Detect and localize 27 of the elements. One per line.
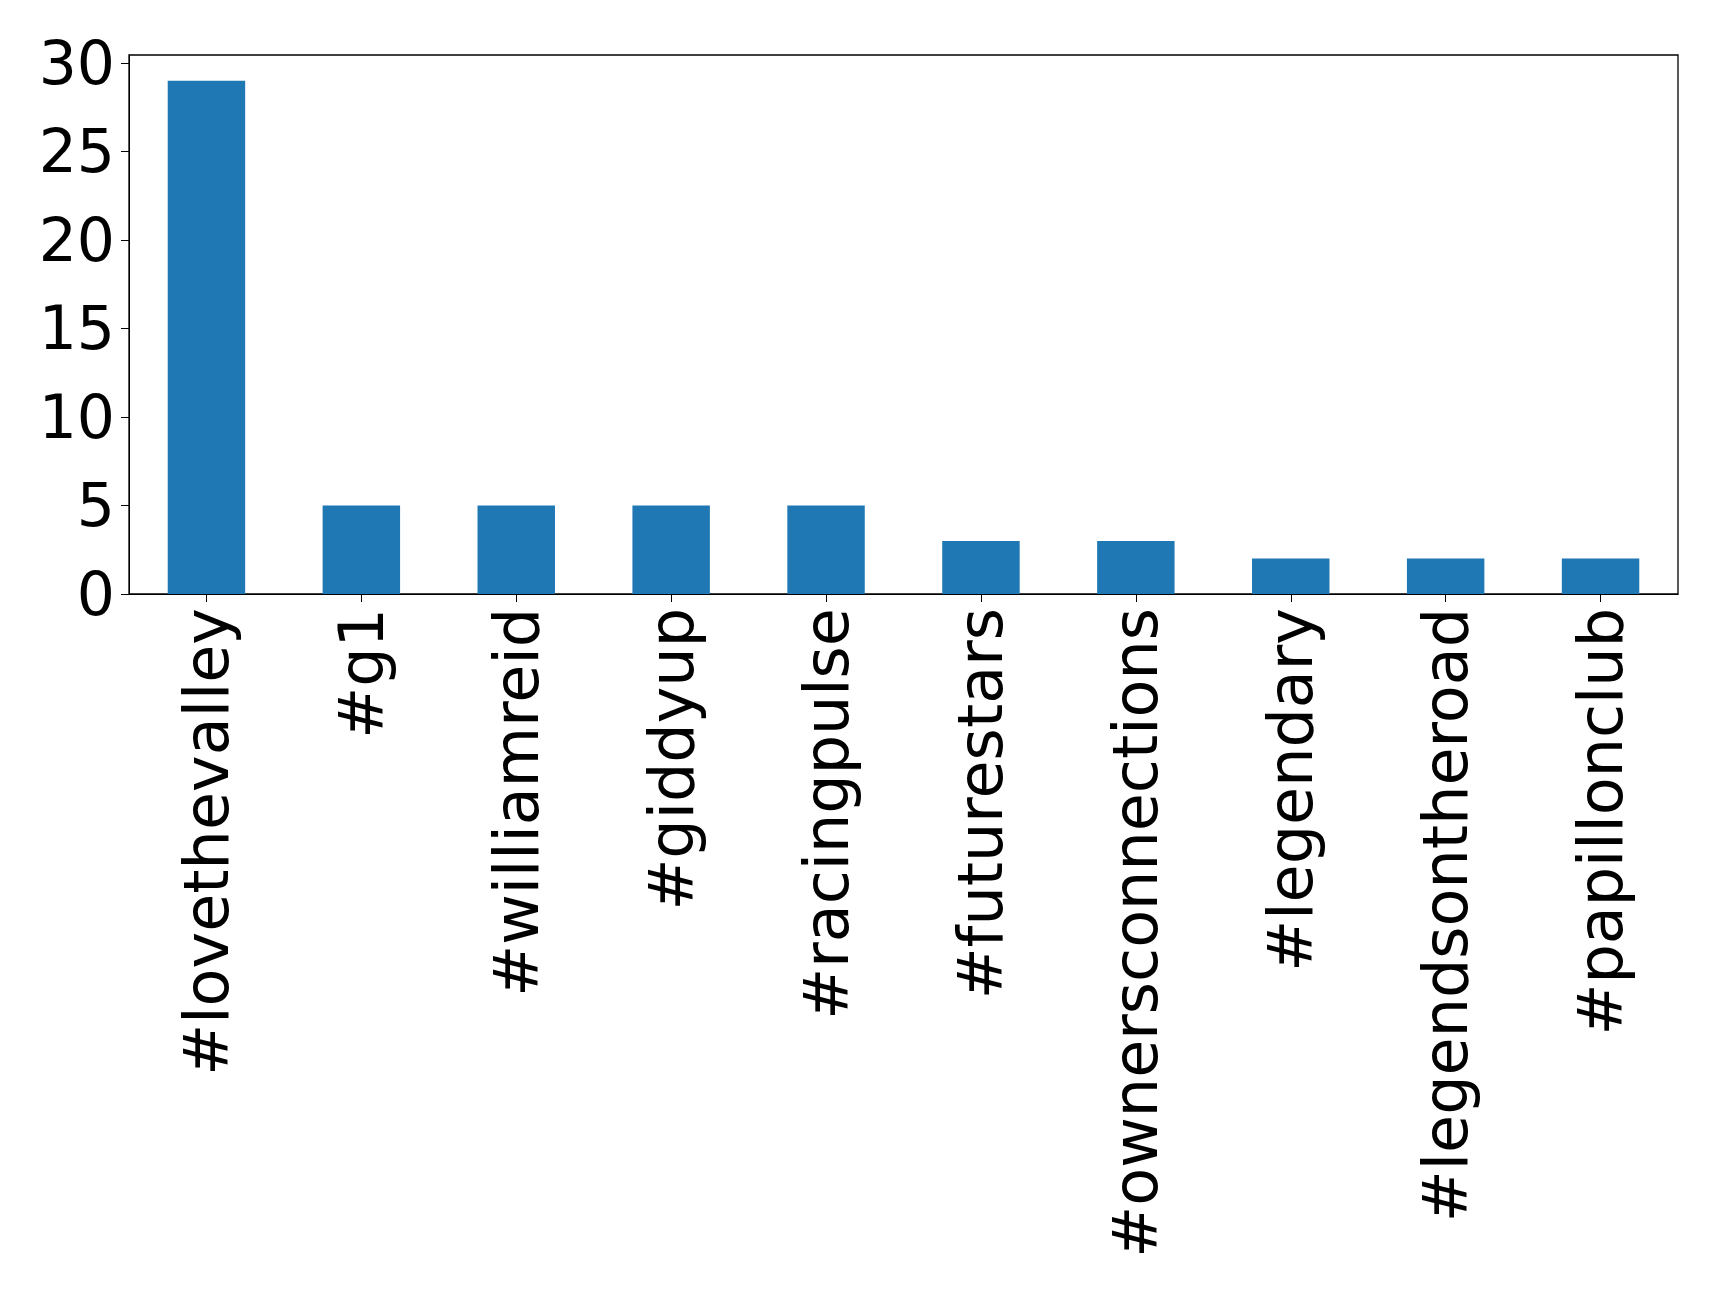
bar bbox=[632, 505, 710, 594]
y-tick-label: 5 bbox=[76, 470, 115, 541]
x-tick-label: #legendsontheroad bbox=[1409, 608, 1483, 1223]
y-tick-label: 10 bbox=[38, 381, 115, 452]
x-tick-label: #lovethevalley bbox=[169, 608, 243, 1076]
x-tick-label: #papillonclub bbox=[1564, 608, 1638, 1036]
x-tick-label: #futurestars bbox=[944, 608, 1018, 1000]
y-tick-label: 20 bbox=[38, 204, 115, 275]
bar bbox=[477, 505, 555, 594]
x-tick-label: #legendary bbox=[1254, 608, 1328, 972]
bar bbox=[787, 505, 865, 594]
y-tick-label: 15 bbox=[38, 293, 115, 364]
y-tick-label: 25 bbox=[38, 116, 115, 187]
x-tick-label: #ownersconnections bbox=[1099, 608, 1173, 1258]
y-tick-label: 30 bbox=[38, 27, 115, 98]
bar bbox=[1561, 558, 1640, 594]
x-tick-label: #giddyup bbox=[634, 608, 708, 911]
x-tick-label: #g1 bbox=[324, 608, 398, 739]
x-tick-label: #racingpulse bbox=[789, 608, 863, 1020]
x-tick-label: #williamreid bbox=[479, 608, 553, 997]
bar bbox=[322, 505, 401, 594]
bar bbox=[1097, 540, 1175, 594]
bar bbox=[1252, 558, 1330, 594]
y-tick-label: 0 bbox=[76, 559, 115, 629]
bar bbox=[167, 80, 246, 594]
bar bbox=[1406, 558, 1485, 594]
bar bbox=[942, 540, 1020, 594]
